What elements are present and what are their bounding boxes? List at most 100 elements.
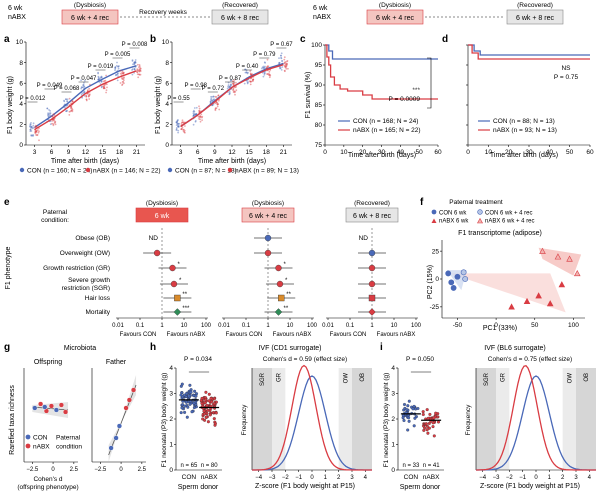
panel-g-1-point-2: [116, 423, 123, 429]
b-plot-point-nABX-4-3: [250, 80, 253, 83]
a-plot-point-nABX-0-2: [35, 130, 37, 133]
a-plot-point-CON-6-12: [131, 73, 134, 76]
h-density-nABX: [252, 364, 372, 471]
b-plot-point-nABX-5-17: [269, 74, 272, 77]
panel-e-ylabel: F1 phenotype: [5, 246, 12, 289]
panel-e-sub-2-title: (Recovered): [354, 200, 390, 207]
b-plot-point-CON-5-11: [263, 72, 266, 75]
b-plot-point-CON-2-3: [210, 99, 212, 101]
panel-e-category-0: Obese (OB): [75, 235, 110, 242]
b-plot-point-nABX-5-7: [268, 74, 270, 76]
panel-h: IVF (CD1 surrogate) Cohen's d = 0.59 (ef…: [161, 345, 372, 491]
b-plot-point-CON-6-17: [280, 69, 283, 71]
a-plot-point-CON-1-8: [49, 114, 52, 116]
a-plot-point-nABX-6-20: [136, 71, 139, 74]
b-plot-point-nABX-1-12: [198, 110, 200, 112]
b-plot-point-CON-2-10: [210, 96, 212, 98]
b-plot-point-CON-4-21: [246, 81, 249, 84]
b-plot-point-CON-4-3: [245, 71, 248, 74]
panel-f-point-2-4: [558, 281, 566, 288]
panel-e-sub-1-xtick-label-4: 100: [307, 323, 318, 329]
a-plot-point-CON-6-17: [133, 62, 136, 65]
a-plot-point-nABX-5-18: [121, 72, 124, 75]
a-plot-point-CON-4-6: [97, 71, 99, 74]
panel-g-1-xtick-label-2: 2.5: [138, 467, 147, 473]
panel-f-xtick-label-2: 50: [531, 322, 539, 329]
a-plot-point-nABX-6-9: [139, 73, 142, 76]
panel-g-legend-note-1: Paternal: [56, 435, 81, 442]
i-dots-ytick-label-2: 2: [391, 416, 395, 423]
b-plot-point-nABX-6-14: [284, 70, 286, 73]
b-plot-point-CON-6-14: [280, 54, 282, 57]
panel-a-legend-nabx-marker: [85, 167, 91, 173]
h-dot-nABX-18: [206, 408, 210, 412]
panel-f-legend-marker-1: [477, 209, 483, 215]
b-plot-point-nABX-4-8: [249, 83, 252, 86]
a-plot-point-nABX-6-14: [136, 63, 139, 66]
c-plot-xtick-label-2: 20: [359, 149, 367, 156]
i-dot-nABX-36: [424, 422, 428, 426]
b-plot-point-nABX-4-15: [252, 78, 255, 81]
h-dist-xtick-label-5: 1: [324, 475, 328, 481]
timeline-right: 6 wk nABX (Dysbiosis) 6 wk + 4 rec (Reco…: [313, 2, 564, 25]
a-plot-point-CON-6-9: [134, 60, 137, 63]
b-plot-point-nABX-0-19: [181, 119, 184, 122]
b-plot-point-nABX-2-2: [215, 107, 218, 109]
i-band-sgr: [476, 368, 496, 470]
a-plot-point-nABX-0-9: [34, 124, 37, 127]
panel-f-ytick-label-1: 0: [435, 276, 439, 283]
panel-i-pvalue: P = 0.050: [406, 356, 434, 363]
a-plot-point-nABX-0-8: [38, 130, 40, 133]
b-plot-point-nABX-4-7: [249, 73, 252, 76]
b-plot-point-nABX-0-7: [182, 128, 185, 131]
b-plot-point-nABX-3-4: [233, 83, 235, 86]
i-dot-CON-8: [407, 399, 411, 403]
a-plot-point-nABX-3-0: [88, 93, 91, 96]
panel-e-sub-0-stars-4: **: [182, 292, 187, 298]
b-plot-point-nABX-6-16: [286, 60, 288, 63]
i-band-gr: [496, 368, 510, 470]
a-plot-point-nABX-3-12: [87, 95, 90, 98]
a-plot-point-CON-4-20: [97, 75, 100, 78]
a-plot-point-nABX-4-7: [103, 87, 106, 90]
b-plot-point-nABX-6-12: [283, 64, 286, 67]
panel-d-ns: NS: [561, 65, 571, 72]
a-plot-point-CON-3-5: [83, 90, 86, 93]
a-plot-point-nABX-5-8: [122, 80, 125, 83]
panel-e-sub-2-marker-4: [368, 294, 376, 302]
b-plot-point-nABX-4-17: [252, 78, 255, 81]
panel-e-sub-0-box-label: 6 wk: [155, 213, 170, 220]
a-plot-point-nABX-5-20: [122, 72, 125, 74]
a-plot-point-CON-0-7: [29, 128, 32, 131]
panel-g-0-point-5: [58, 402, 64, 408]
b-plot-point-nABX-2-14: [217, 94, 220, 97]
a-plot-point-CON-1-17: [47, 113, 50, 116]
panel-g-xlabel-1: Cohen's d: [33, 476, 62, 483]
panel-e-sub-1-marker-5: [274, 308, 283, 316]
a-plot-point-CON-1-11: [47, 114, 49, 117]
b-plot-point-CON-5-18: [262, 75, 265, 78]
b-plot-point-nABX-1-5: [197, 115, 200, 118]
a-plot-xtick-label-2: 9: [67, 149, 71, 156]
b-plot-point-nABX-6-4: [283, 69, 286, 72]
b-plot-point-CON-6-18: [278, 57, 280, 59]
a-plot-point-nABX-2-5: [69, 110, 72, 113]
b-plot-point-nABX-3-3: [232, 91, 235, 93]
i-dot-CON-32: [412, 404, 416, 408]
b-plot-point-CON-0-1: [178, 122, 181, 125]
b-plot-point-nABX-6-20: [285, 63, 288, 66]
h-dot-CON-60: [182, 393, 186, 397]
b-plot-point-CON-0-6: [175, 121, 178, 124]
a-plot-point-CON-0-4: [30, 126, 33, 128]
panel-c-annotation: P = 0.0009: [388, 96, 420, 103]
c-plot-curve-nABX: [325, 44, 438, 100]
a-plot-point-CON-1-4: [48, 109, 50, 111]
b-plot-point-nABX-3-16: [234, 86, 237, 89]
b-plot-point-nABX-2-7: [217, 99, 220, 102]
panel-g-1-xtick-label-1: 0: [119, 467, 123, 473]
a-plot-point-nABX-6-8: [138, 68, 141, 70]
b-plot-point-CON-6-19: [278, 61, 281, 64]
panel-b-legend-con: CON (n = 87; N = 13): [175, 168, 237, 175]
